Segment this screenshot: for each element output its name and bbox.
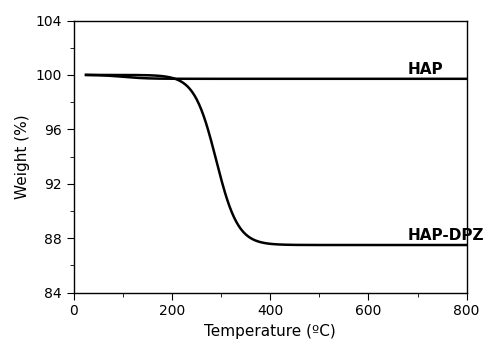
HAP-DPZ [264, 241, 270, 246]
HAP-DPZ [454, 243, 460, 247]
HAP [454, 77, 460, 81]
HAP [464, 77, 469, 81]
HAP [395, 77, 401, 81]
HAP-DPZ [310, 243, 316, 247]
HAP [83, 73, 89, 77]
HAP-DPZ [464, 243, 469, 247]
HAP [266, 77, 272, 81]
HAP-DPZ [289, 243, 295, 247]
X-axis label: Temperature (ºC): Temperature (ºC) [204, 324, 336, 339]
Line: HAP: HAP [86, 75, 467, 79]
Y-axis label: Weight (%): Weight (%) [15, 114, 30, 199]
HAP-DPZ [266, 241, 272, 246]
Line: HAP-DPZ: HAP-DPZ [86, 75, 467, 245]
HAP [264, 77, 270, 81]
HAP [310, 77, 316, 81]
Text: HAP-DPZ: HAP-DPZ [408, 228, 484, 243]
HAP [289, 77, 295, 81]
HAP-DPZ [395, 243, 401, 247]
HAP-DPZ [83, 73, 89, 77]
Text: HAP: HAP [408, 62, 444, 77]
